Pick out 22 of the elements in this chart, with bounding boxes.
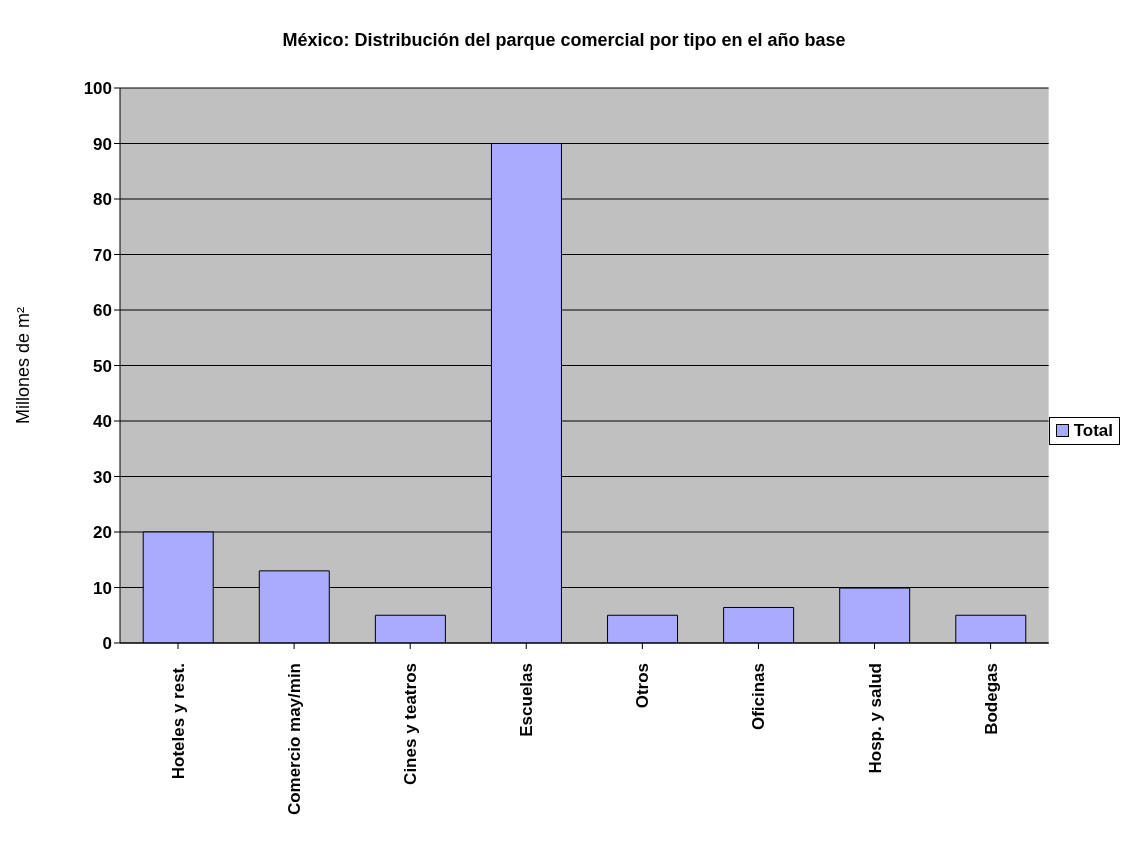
y-tick-label: 30 [93,467,112,487]
y-tick-label: 0 [102,634,112,654]
x-tick-label: Escuelas [517,663,537,737]
legend-label: Total [1073,420,1113,441]
x-tick-label: Hosp. y salud [865,663,885,774]
x-tick-label: Cines y teatros [401,663,421,785]
y-tick-label: 50 [93,356,112,376]
y-tick-label: 90 [93,134,112,154]
y-tick-label: 100 [83,79,112,99]
y-tick-label: 20 [93,523,112,543]
x-tick-label: Otros [633,663,653,709]
x-tick-label: Bodegas [981,663,1001,735]
y-tick-label: 40 [93,412,112,432]
y-tick-label: 10 [93,578,112,598]
x-tick-label: Oficinas [749,663,769,731]
x-tick-label: Hoteles y rest. [169,663,189,780]
x-tick-label: Comercio may/min [285,663,305,816]
chart-title: México: Distribución del parque comercial por tipo en el año base [281,30,847,51]
y-tick-label: 60 [93,301,112,321]
y-axis-title: Millones de m² [13,306,34,425]
y-tick-label: 70 [93,245,112,265]
y-tick-label: 80 [93,190,112,210]
